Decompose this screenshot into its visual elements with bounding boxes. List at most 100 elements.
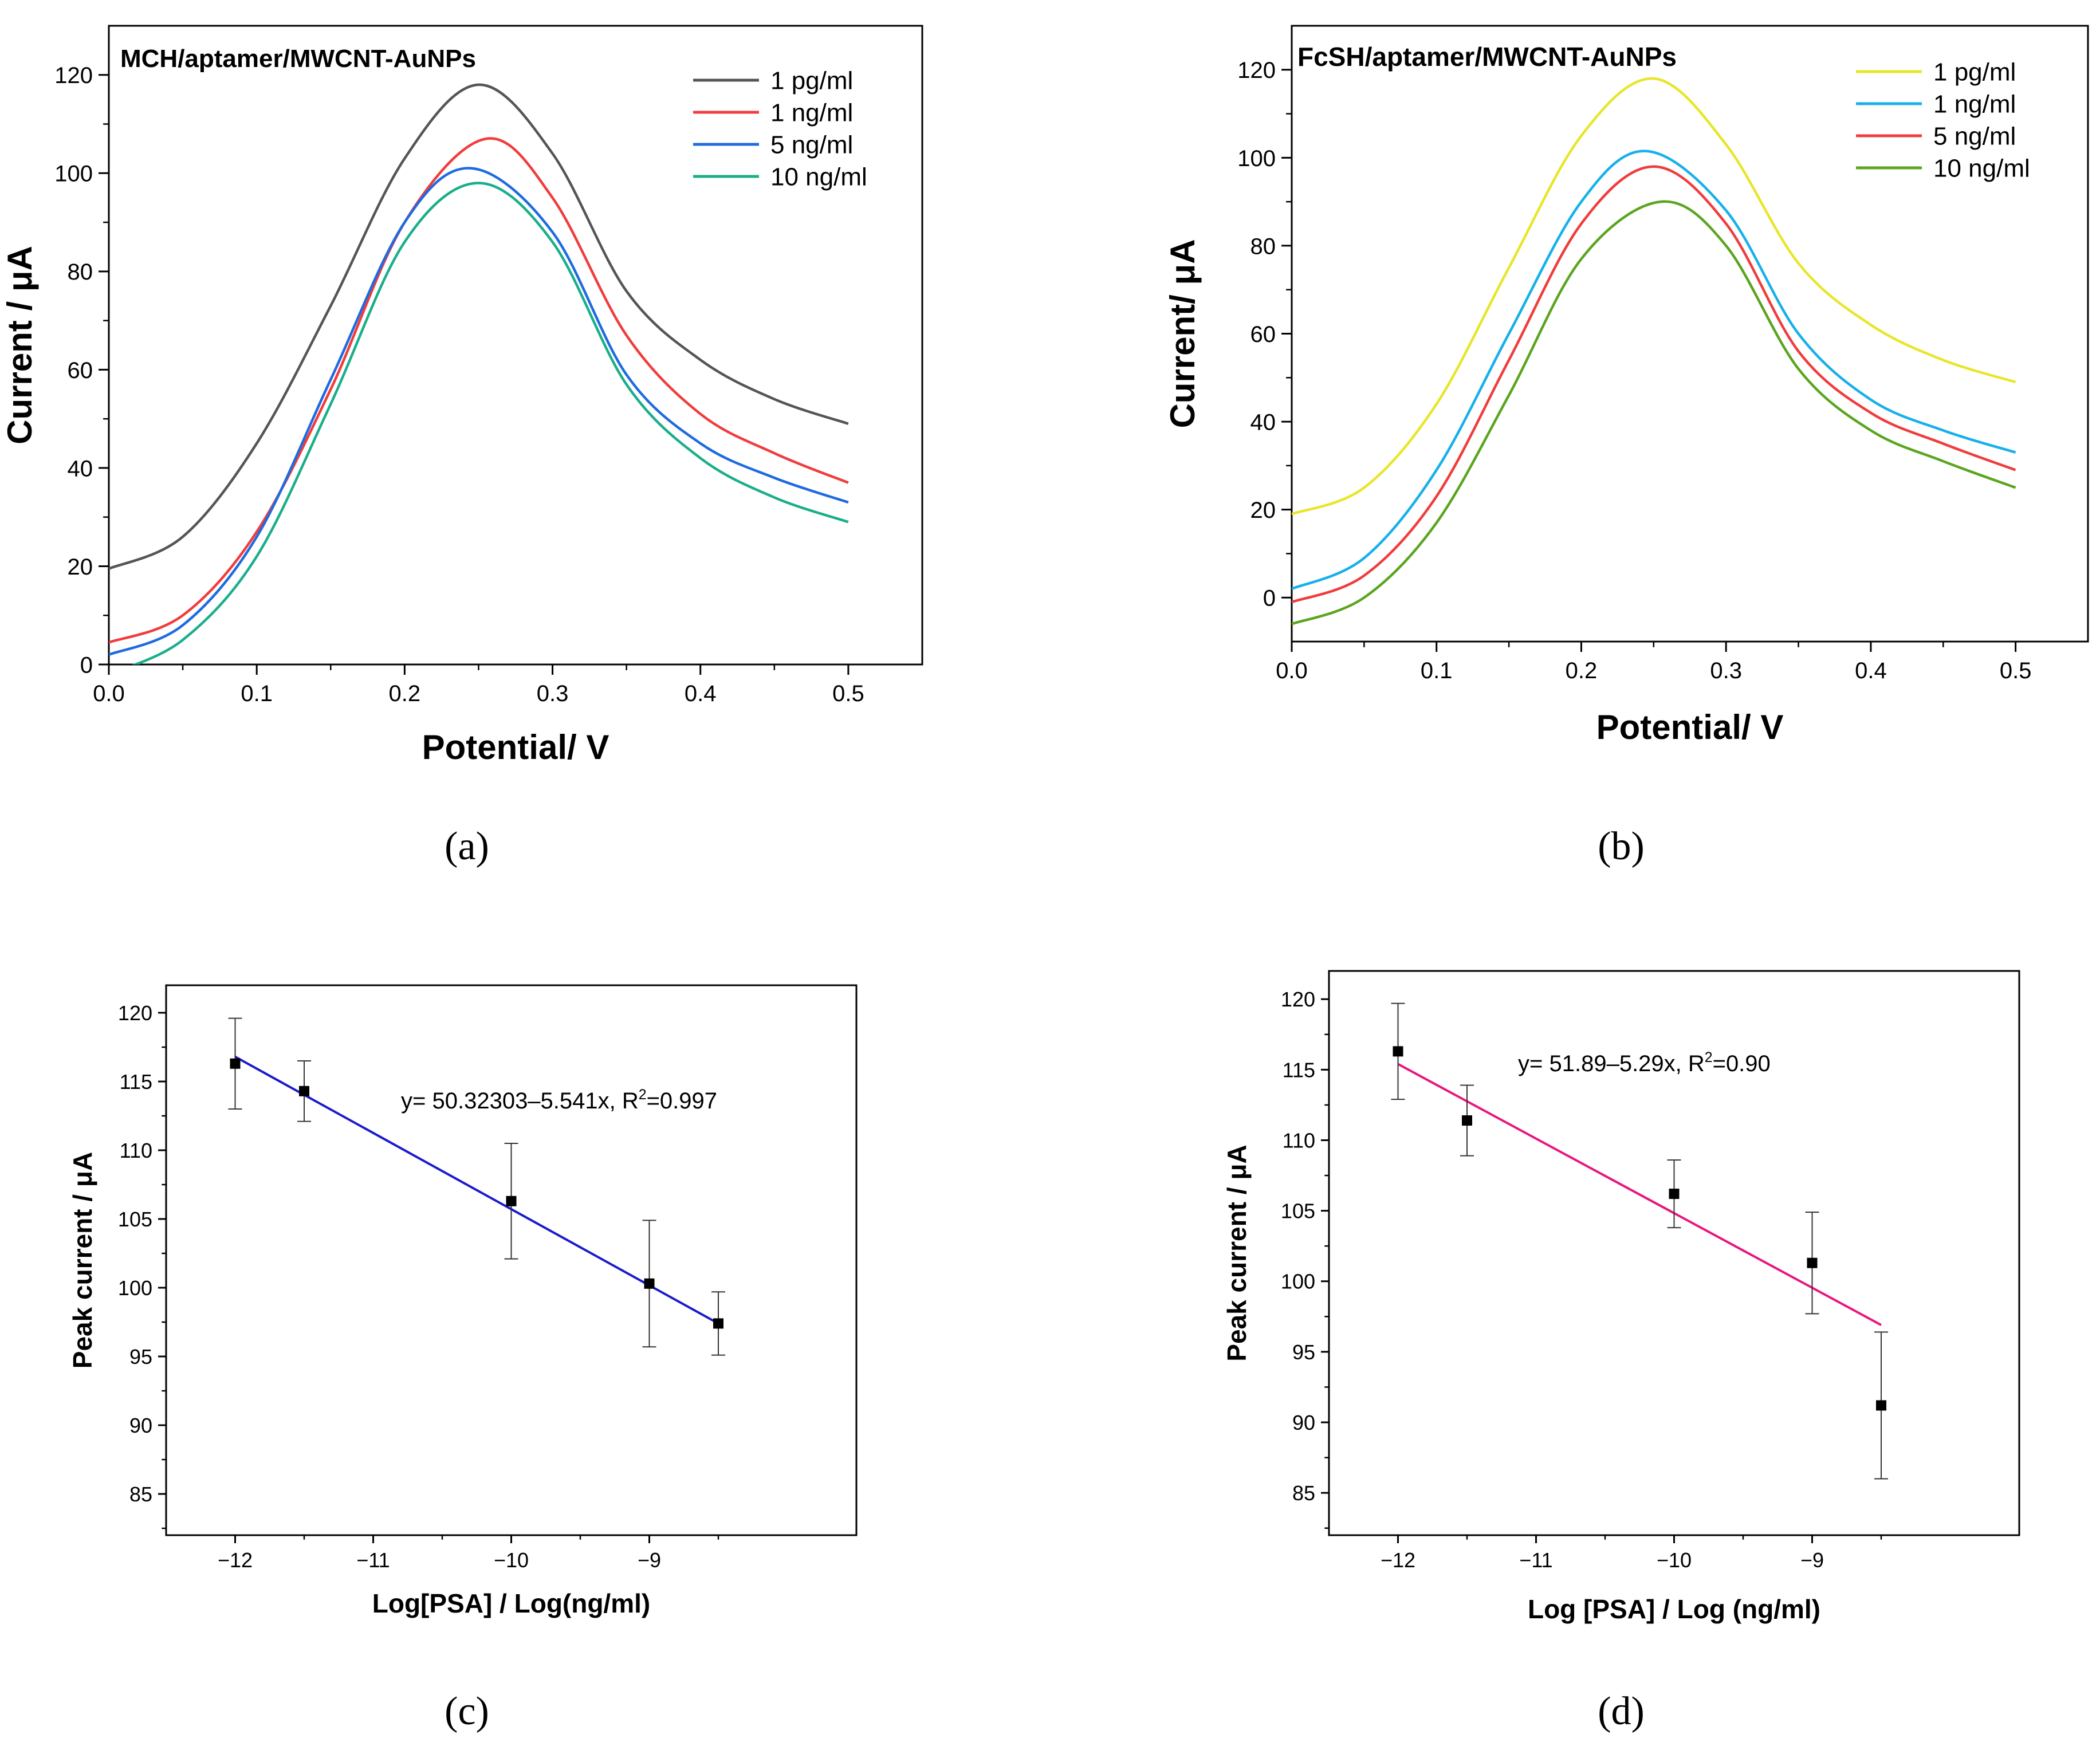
data-point (1393, 1046, 1403, 1057)
panel-label: (c) (445, 1689, 489, 1733)
series-line (132, 182, 849, 664)
legend-label: 5 ng/ml (770, 131, 853, 159)
x-tick-label: −11 (1519, 1548, 1552, 1572)
panel-label: (a) (445, 824, 489, 868)
x-tick-label: 0.5 (832, 681, 864, 706)
x-axis-label: Log [PSA] / Log (ng/ml) (1528, 1594, 1820, 1624)
y-tick-label: 100 (1281, 1270, 1315, 1293)
y-tick-label: 80 (68, 259, 93, 285)
x-tick-label: −9 (638, 1548, 661, 1572)
x-tick-label: 0.3 (537, 681, 569, 706)
x-tick-label: 0.3 (1710, 658, 1742, 683)
series-line (109, 83, 849, 570)
series-line (1292, 200, 2016, 626)
x-axis-label: Log[PSA] / Log(ng/ml) (372, 1588, 650, 1618)
series-line (109, 167, 849, 656)
chart-panel-a: 0.0 0.1 0.2 0.3 0.4 0.5 0 20 40 60 80 100 120 Potenti… (1, 25, 923, 868)
data-point (299, 1086, 309, 1096)
x-tick-label: −10 (494, 1548, 529, 1572)
y-tick-label: 0 (80, 652, 93, 678)
data-point (506, 1195, 517, 1206)
panel-label: (b) (1598, 824, 1645, 868)
data-point (1876, 1400, 1886, 1411)
panel-label: (d) (1598, 1689, 1645, 1733)
legend-label: 1 ng/ml (1933, 90, 2016, 118)
y-tick-label: 100 (118, 1276, 152, 1300)
y-tick-label: 95 (1292, 1340, 1315, 1364)
y-tick-label: 100 (54, 162, 93, 187)
y-tick-label: 95 (129, 1345, 152, 1368)
y-tick-label: 100 (1237, 146, 1276, 171)
y-tick-label: 90 (1292, 1411, 1315, 1434)
data-point (1462, 1115, 1472, 1126)
plot-frame (108, 25, 923, 666)
chart-panel-b: 0.0 0.1 0.2 0.3 0.4 0.5 0 20 40 60 80 100 120 Potenti… (1163, 25, 2089, 868)
y-axis-label: Current / μA (1, 246, 39, 445)
x-tick-label: −12 (1381, 1548, 1415, 1572)
x-tick-label: −10 (1657, 1548, 1692, 1572)
x-tick-label: 0.0 (1276, 658, 1308, 683)
y-tick-label: 85 (1292, 1481, 1315, 1505)
y-tick-label: 60 (1250, 322, 1276, 347)
chart-panel-d: −12 −11 −10 −9 85 90 95 100 105 110 115 120 Log [PSA… (1222, 970, 2020, 1733)
x-tick-label: 0.2 (1566, 658, 1598, 683)
legend-label: 1 pg/ml (770, 66, 853, 95)
legend-label: 10 ng/ml (1933, 154, 2030, 182)
y-tick-label: 110 (120, 1139, 152, 1162)
legend-label: 1 ng/ml (770, 99, 853, 127)
data-point (230, 1058, 241, 1069)
chart-panel-c: −12 −11 −10 −9 85 90 95 100 105 110 115 120 Log[PSA]… (68, 984, 858, 1733)
x-tick-label: 0.2 (389, 681, 421, 706)
y-tick-label: 110 (1283, 1128, 1315, 1152)
x-axis-label: Potential/ V (422, 728, 609, 766)
x-tick-label: 0.5 (2000, 658, 2032, 683)
y-tick-label: 120 (1237, 58, 1276, 83)
legend-label: 5 ng/ml (1933, 122, 2016, 150)
y-tick-label: 115 (1283, 1058, 1315, 1082)
chart-title: FcSH/aptamer/MWCNT-AuNPs (1297, 42, 1677, 72)
y-tick-label: 60 (68, 358, 93, 383)
y-tick-label: 80 (1250, 234, 1276, 259)
y-tick-label: 20 (68, 555, 93, 580)
plot-frame (165, 984, 858, 1536)
y-tick-label: 90 (129, 1414, 152, 1437)
series-line (109, 137, 849, 644)
fit-line (1397, 1063, 1882, 1326)
series-line (1292, 77, 2016, 516)
x-tick-label: −11 (356, 1548, 390, 1572)
y-tick-label: 120 (1281, 988, 1315, 1011)
y-tick-label: 115 (120, 1070, 152, 1094)
y-axis-label: Peak current / μA (1222, 1145, 1252, 1361)
y-tick-label: 40 (68, 456, 93, 481)
x-tick-label: −12 (218, 1548, 253, 1572)
series-line (1292, 165, 2016, 604)
x-tick-label: 0.1 (1421, 658, 1453, 683)
y-tick-label: 85 (129, 1482, 152, 1506)
x-tick-label: 0.1 (241, 681, 273, 706)
legend-label: 10 ng/ml (770, 163, 867, 191)
data-point (1669, 1189, 1680, 1200)
series-line (1292, 150, 2016, 590)
chart-title: MCH/aptamer/MWCNT-AuNPs (120, 45, 476, 73)
regression-equation: y= 51.89–5.29x, R2=0.90 (1518, 1050, 1771, 1076)
y-axis-label: Current/ μA (1163, 239, 1202, 428)
y-tick-label: 40 (1250, 410, 1276, 435)
legend-label: 1 pg/ml (1933, 58, 2016, 86)
y-axis-label: Peak current / μA (68, 1152, 97, 1368)
x-tick-label: 0.0 (93, 681, 125, 706)
y-tick-label: 105 (1281, 1200, 1315, 1223)
data-point (713, 1318, 723, 1329)
x-axis-label: Potential/ V (1596, 708, 1784, 746)
data-point (1807, 1257, 1818, 1268)
x-tick-label: 0.4 (685, 681, 717, 706)
y-tick-label: 20 (1250, 498, 1276, 523)
y-tick-label: 120 (118, 1001, 152, 1025)
x-tick-label: 0.4 (1855, 658, 1887, 683)
x-tick-label: −9 (1800, 1548, 1824, 1572)
data-point (644, 1278, 655, 1289)
y-tick-label: 105 (118, 1208, 152, 1231)
fit-line (234, 1056, 719, 1325)
y-tick-label: 0 (1263, 586, 1276, 611)
regression-equation: y= 50.32303–5.541x, R2=0.997 (401, 1087, 717, 1114)
